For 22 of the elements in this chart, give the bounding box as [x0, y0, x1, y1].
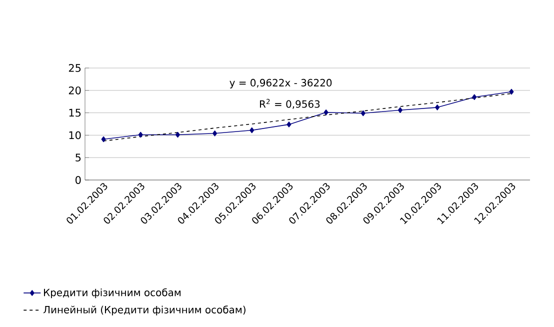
point: [398, 107, 402, 113]
point: [286, 122, 292, 128]
y-tick-label: 20: [68, 86, 81, 94]
point: [175, 132, 180, 138]
point: [360, 110, 366, 116]
legend-label: Линейный (Кредити фізичним особам): [43, 306, 246, 316]
y-tick-label: 5: [76, 154, 81, 162]
point: [250, 127, 254, 134]
annotation: y = 0,9622x - 36220: [230, 78, 332, 88]
y-tick-label: 0: [76, 176, 81, 184]
point: [509, 88, 514, 95]
annotation: R$^{2}$ = 0,9563: [260, 98, 320, 109]
legend-label: Кредити фізичним особам: [44, 288, 181, 298]
point: [435, 104, 440, 110]
point: [101, 136, 106, 142]
point: [212, 130, 218, 136]
y-tick-label: 25: [68, 64, 81, 72]
point: [138, 132, 143, 138]
y-tick-label: 10: [69, 131, 81, 140]
point: [324, 109, 328, 116]
point: [472, 94, 477, 100]
y-tick-label: 15: [69, 108, 81, 117]
